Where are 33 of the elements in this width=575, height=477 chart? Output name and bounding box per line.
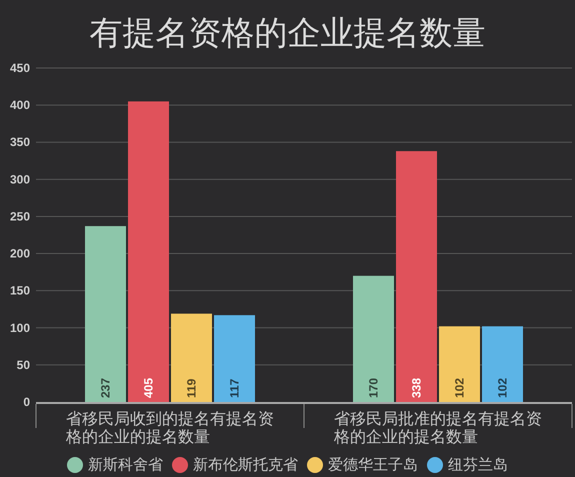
- legend-label: 爱德华王子岛: [328, 456, 418, 474]
- y-tick-label: 50: [16, 358, 30, 372]
- y-tick-label: 300: [10, 172, 30, 186]
- data-label: 102: [452, 378, 466, 398]
- legend-label: 新布伦斯托克省: [193, 456, 298, 474]
- bar: [171, 314, 212, 402]
- bar: [214, 315, 255, 402]
- bar: [353, 276, 394, 402]
- y-tick-label: 350: [10, 135, 30, 150]
- bar: [396, 151, 437, 402]
- y-tick-label: 250: [10, 209, 30, 224]
- bar: [128, 101, 169, 402]
- data-label: 119: [184, 378, 198, 398]
- x-tick-label: 省移民局收到的提名有提名资格的企业的提名数量: [65, 410, 274, 446]
- bar: [439, 326, 480, 402]
- bar: [85, 226, 126, 402]
- y-tick-label: 200: [10, 246, 30, 261]
- bar: [482, 326, 523, 402]
- chart-title: 有提名资格的企业提名数量: [90, 14, 486, 51]
- data-label: 338: [410, 378, 424, 398]
- data-label: 117: [228, 378, 242, 398]
- y-tick-label: 0: [23, 395, 30, 409]
- data-label: 102: [496, 378, 510, 398]
- data-label: 237: [98, 378, 112, 398]
- y-tick-label: 450: [10, 61, 30, 75]
- y-tick-label: 400: [10, 98, 30, 112]
- data-label: 405: [142, 378, 156, 398]
- data-label: 170: [366, 378, 380, 398]
- legend-label: 纽芬兰岛: [448, 456, 508, 474]
- y-tick-label: 150: [10, 284, 30, 298]
- y-tick-label: 100: [10, 320, 30, 335]
- x-tick-label: 省移民局批准的提名有提名资格的企业的提名数量: [333, 410, 542, 446]
- legend-label: 新斯科舍省: [88, 456, 163, 474]
